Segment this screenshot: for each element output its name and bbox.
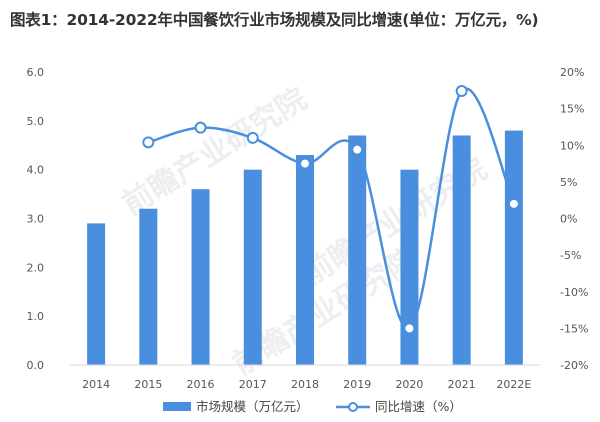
bar — [400, 169, 419, 365]
growth-rate-point — [351, 143, 364, 156]
legend-layer: 市场规模（万亿元） 同比增速（%） — [163, 399, 462, 414]
left-axis-tick-label: 4.0 — [27, 164, 45, 177]
right-axis-tick-label: -10% — [560, 286, 588, 299]
x-axis-tick-label: 2014 — [82, 378, 110, 391]
growth-rate-point — [299, 157, 311, 170]
right-axis-tick-label: 0% — [560, 213, 577, 226]
chart-title: 图表1：2014-2022年中国餐饮行业市场规模及同比增速(单位：万亿元，%) — [10, 11, 539, 29]
bar — [296, 155, 314, 365]
growth-rate-point — [403, 322, 416, 335]
right-axis-tick-label: 15% — [560, 103, 584, 116]
growth-rate-point — [246, 131, 259, 144]
x-axis-tick-label: 2016 — [187, 378, 215, 391]
right-axis-tick-label: -15% — [560, 322, 588, 335]
growth-rate-point — [455, 85, 468, 98]
right-axis-tick-label: 20% — [560, 66, 584, 79]
bar — [243, 169, 262, 365]
bar — [191, 189, 210, 365]
left-axis-tick-label: 1.0 — [27, 310, 45, 323]
x-axis-tick-label: 2017 — [239, 378, 267, 391]
x-axis-tick-label: 2020 — [395, 378, 423, 391]
legend-swatch-marker — [348, 402, 358, 412]
left-axis-tick-label: 2.0 — [27, 261, 45, 274]
bar — [452, 135, 471, 365]
legend-label-line: 同比增速（%） — [375, 399, 462, 414]
right-axis-tick-label: -5% — [560, 249, 581, 262]
left-axis-tick-label: 5.0 — [27, 115, 45, 128]
growth-rate-point — [507, 197, 520, 210]
watermark-text: 前瞻产业研究院 — [117, 81, 314, 222]
right-axis-tick-label: -20% — [560, 359, 588, 372]
line-layer — [142, 85, 520, 335]
right-axis-tick-label: 10% — [560, 139, 584, 152]
right-axis-tick-label: 5% — [560, 176, 577, 189]
bar — [504, 130, 523, 365]
left-axis-tick-label: 6.0 — [27, 66, 45, 79]
left-axis-tick-label: 0.0 — [27, 359, 45, 372]
x-axis-tick-label: 2015 — [134, 378, 162, 391]
left-axis-tick-label: 3.0 — [27, 213, 45, 226]
x-axis-tick-label: 2018 — [291, 378, 319, 391]
bar — [348, 135, 367, 365]
growth-rate-point — [194, 121, 207, 134]
x-axis-tick-label: 2019 — [343, 378, 371, 391]
legend-swatch-bar — [163, 402, 191, 411]
legend-label-bar: 市场规模（万亿元） — [196, 399, 309, 414]
bar — [139, 208, 158, 365]
growth-rate-point — [142, 136, 155, 149]
x-axis-tick-label: 2022E — [496, 378, 531, 391]
x-axis-tick-label: 2021 — [448, 378, 476, 391]
bar — [87, 223, 106, 365]
axes-layer: 0.0 1.0 2.0 3.0 4.0 5.0 6.0 -20% -15% -10% -5% 0% 5%… — [27, 66, 589, 391]
